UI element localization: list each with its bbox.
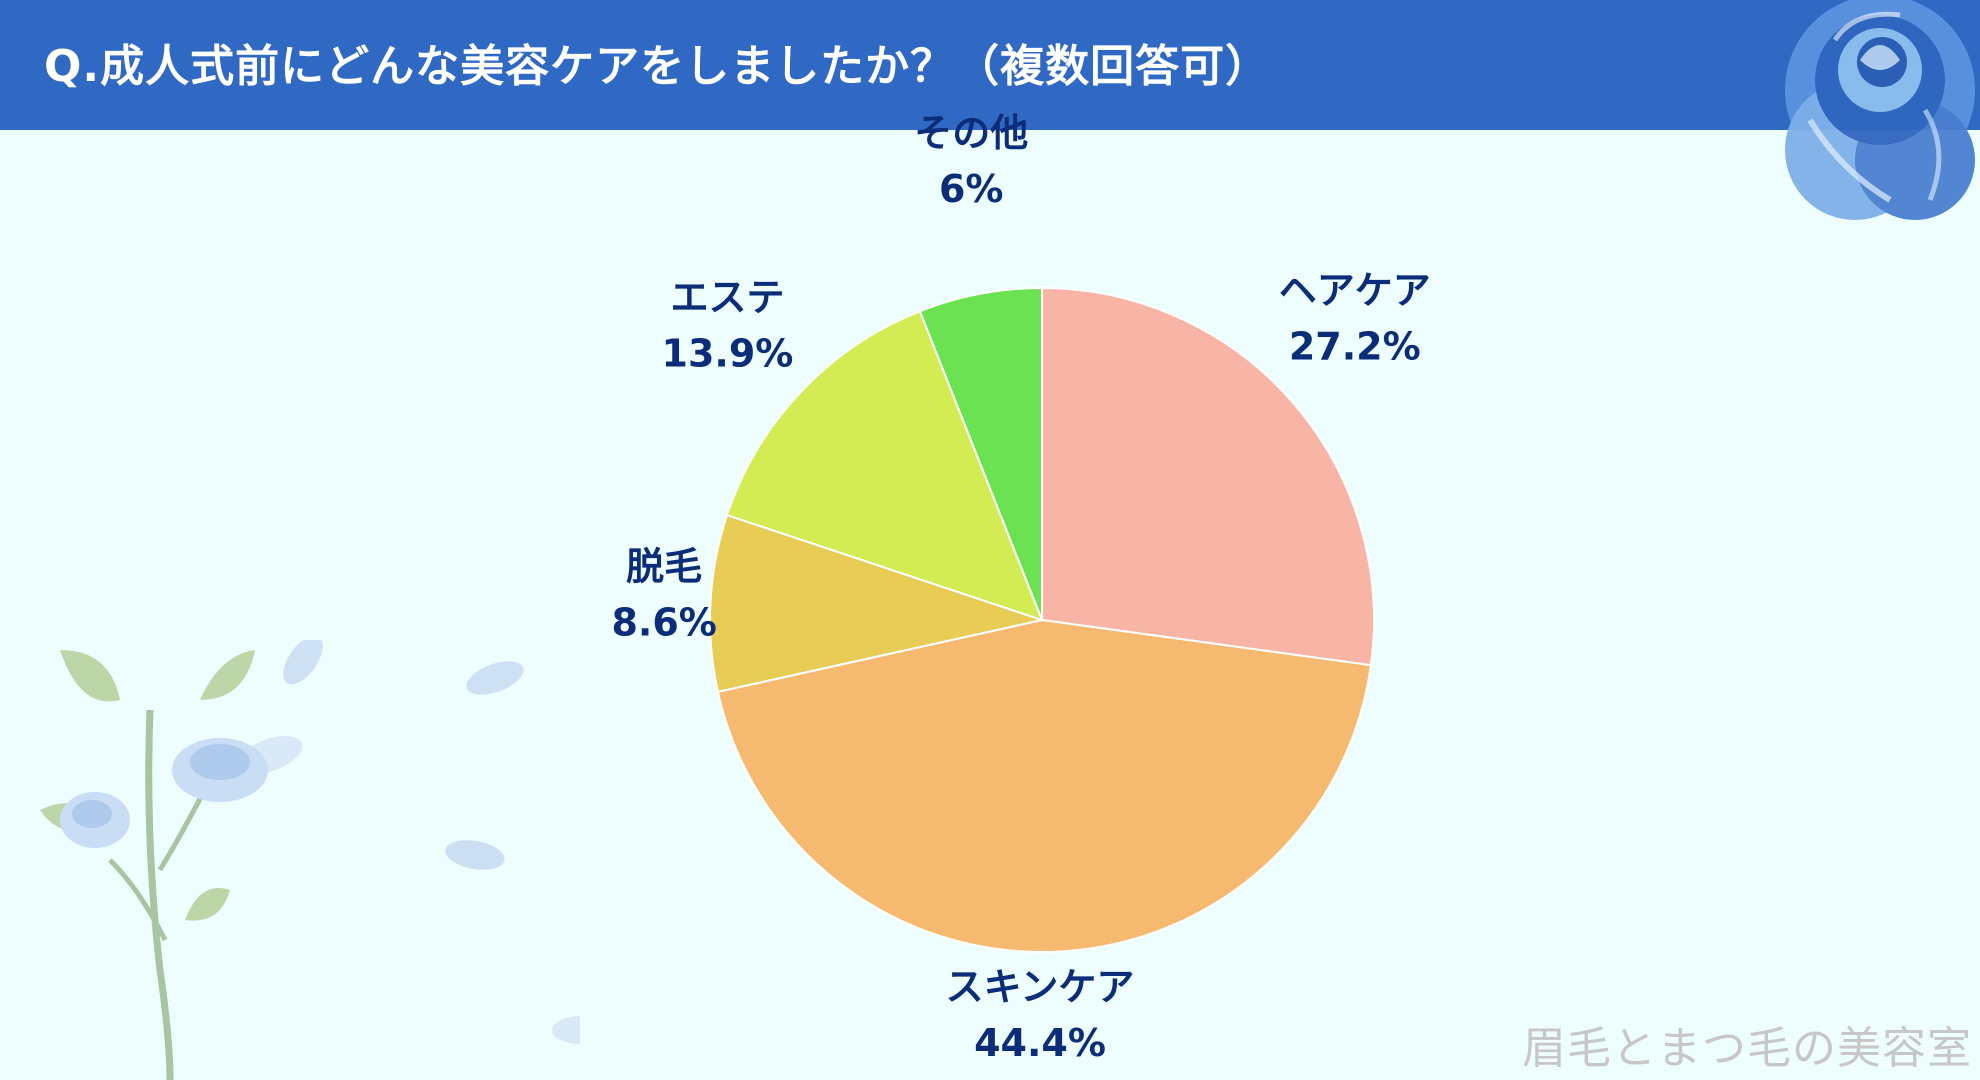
blue-rose-top-right-icon xyxy=(1785,0,1975,220)
pie-slice-4 xyxy=(725,309,1044,622)
pie-slice-3 xyxy=(709,513,1046,694)
slice-label: スキンケア xyxy=(946,965,1135,1009)
pie-slice-1 xyxy=(1041,286,1375,667)
pie-slice-2 xyxy=(716,618,1373,953)
slice-label: 脱毛 xyxy=(626,544,702,588)
title-banner: Q.成人式前にどんな美容ケアをしましたか？（複数回答可） xyxy=(0,0,1980,130)
slice-value-label: 8.6% xyxy=(611,600,716,644)
page-title: Q.成人式前にどんな美容ケアをしましたか？（複数回答可） xyxy=(44,41,1271,92)
watermark: 眉毛とまつ毛の美容室 xyxy=(1522,1023,1972,1074)
slice-value-label: 13.9% xyxy=(662,332,794,376)
blue-rose-stem-icon xyxy=(40,640,580,1080)
pie-slices xyxy=(709,286,1375,953)
slice-label: エステ xyxy=(670,276,784,320)
slice-label: その他 xyxy=(914,111,1028,155)
pie-labels: ヘアケア 27.2% スキンケア 44.4% 脱毛 8.6% エステ 13.9% その他 6% xyxy=(611,111,1430,1065)
slice-value-label: 6% xyxy=(939,167,1004,211)
slice-label: ヘアケア xyxy=(1279,268,1431,312)
pie-slice-5 xyxy=(918,286,1043,621)
slice-value-label: 27.2% xyxy=(1289,324,1421,368)
slice-value-label: 44.4% xyxy=(974,1021,1106,1065)
